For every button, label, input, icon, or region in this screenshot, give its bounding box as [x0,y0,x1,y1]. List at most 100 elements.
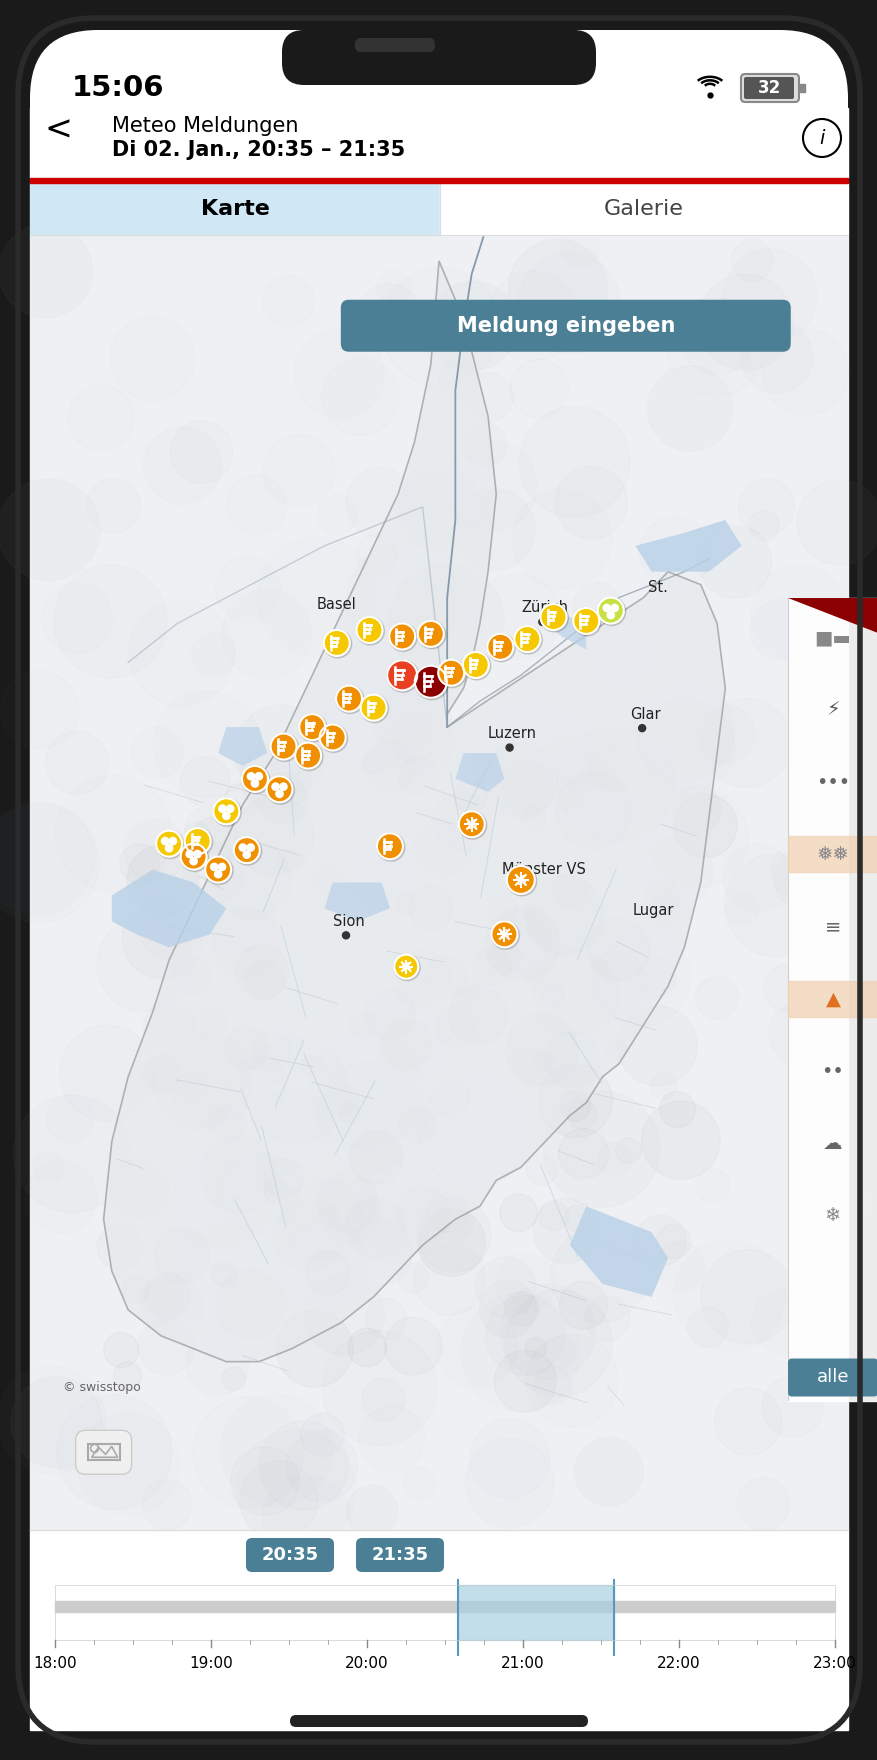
Circle shape [205,857,231,882]
Circle shape [242,766,269,794]
Circle shape [356,618,384,644]
Circle shape [387,660,417,690]
Polygon shape [217,727,267,766]
Circle shape [597,598,625,625]
Circle shape [342,931,349,938]
Circle shape [246,843,254,852]
Text: 23:00: 23:00 [812,1656,856,1670]
Bar [30,236,847,1529]
Circle shape [659,1091,695,1128]
Circle shape [191,817,239,864]
Circle shape [161,838,168,845]
Text: ••: •• [821,1061,844,1081]
Text: Galerie: Galerie [603,199,683,218]
Text: St.: St. [647,579,667,595]
Text: Münster VS: Münster VS [501,862,585,876]
Bar [787,598,877,1401]
Bar [787,980,877,1017]
Circle shape [181,843,206,869]
Circle shape [514,627,539,651]
Polygon shape [455,753,504,792]
Circle shape [540,604,566,630]
Circle shape [267,776,292,803]
Circle shape [491,920,519,949]
Circle shape [487,634,515,662]
Circle shape [153,1227,209,1283]
Circle shape [218,804,225,813]
Circle shape [280,783,287,790]
Circle shape [235,945,289,1000]
Circle shape [506,866,536,896]
Circle shape [224,1026,267,1070]
Circle shape [243,852,250,859]
Circle shape [234,796,314,875]
Circle shape [270,734,296,760]
Circle shape [453,42,470,62]
Circle shape [389,623,417,651]
Circle shape [506,866,534,894]
Circle shape [602,604,610,611]
Circle shape [505,744,512,752]
Text: 15:06: 15:06 [72,74,164,102]
FancyBboxPatch shape [340,299,790,352]
Bar [55,1586,834,1640]
Circle shape [447,986,507,1045]
Text: Di 02. Jan., 20:35 – 21:35: Di 02. Jan., 20:35 – 21:35 [112,141,405,160]
Bar [30,1529,847,1730]
Circle shape [299,715,324,741]
Text: <: < [44,113,72,146]
Polygon shape [103,260,724,1362]
FancyBboxPatch shape [355,1538,444,1572]
Circle shape [247,773,254,780]
Circle shape [458,811,486,840]
Bar [30,107,847,178]
Circle shape [239,843,246,852]
Circle shape [610,604,617,611]
Circle shape [165,845,173,852]
FancyBboxPatch shape [740,74,798,102]
Polygon shape [545,611,586,649]
Circle shape [409,885,453,929]
Text: Basel: Basel [317,597,356,611]
Circle shape [438,660,464,686]
Text: Glar: Glar [629,708,660,722]
Text: Sion: Sion [332,913,365,929]
FancyBboxPatch shape [787,1359,877,1396]
Circle shape [205,857,233,885]
Text: ❅❅: ❅❅ [816,845,848,864]
FancyBboxPatch shape [743,77,793,99]
Circle shape [336,686,361,711]
Circle shape [641,1102,719,1179]
Circle shape [336,686,364,713]
Circle shape [414,665,448,700]
FancyBboxPatch shape [246,1538,333,1572]
FancyBboxPatch shape [354,39,434,53]
Circle shape [458,811,484,838]
Circle shape [218,864,225,871]
Circle shape [324,630,352,658]
Circle shape [453,780,487,813]
Circle shape [540,604,568,632]
Bar [55,1602,834,1612]
Circle shape [210,864,217,871]
Circle shape [103,1332,139,1368]
Circle shape [295,743,321,769]
Bar [439,183,847,236]
Circle shape [272,783,279,790]
Text: 32: 32 [758,79,781,97]
Text: © swisstopo: © swisstopo [62,1382,140,1394]
Circle shape [184,827,210,854]
Circle shape [638,725,645,732]
Circle shape [524,1338,545,1359]
Text: ≡: ≡ [824,917,840,936]
Bar [799,84,804,92]
Circle shape [394,954,420,980]
Circle shape [414,665,446,697]
Circle shape [233,838,260,862]
Text: Zürich: Zürich [521,600,568,616]
Circle shape [319,725,347,753]
Circle shape [270,734,298,762]
Circle shape [607,611,614,620]
Text: i: i [818,128,824,148]
Text: 18:00: 18:00 [33,1656,76,1670]
